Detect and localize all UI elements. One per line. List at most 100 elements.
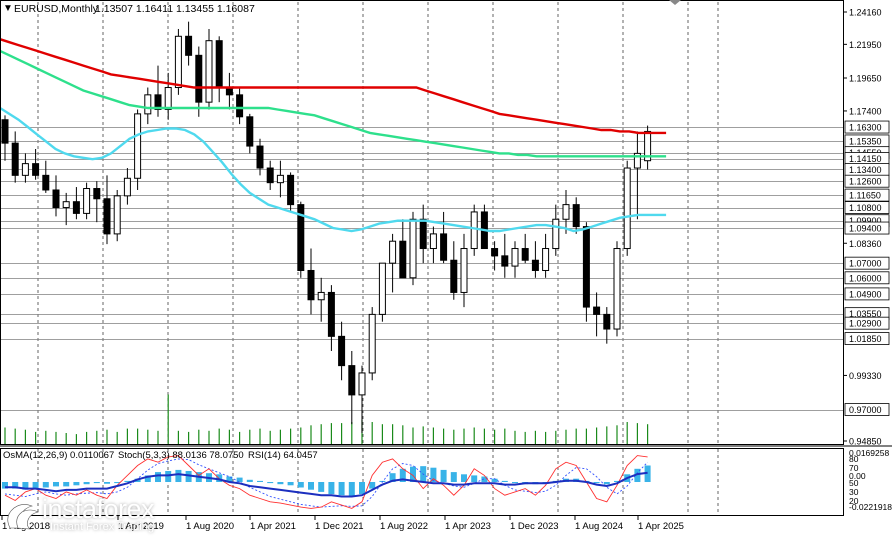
time-label: 1 Apr 2025 [638, 521, 684, 532]
ohlc-readout: 1.13507 1.16411 1.13455 1.16087 [95, 3, 255, 15]
candle-body [72, 201, 80, 214]
candle-body [542, 248, 550, 271]
price-box [844, 256, 890, 270]
rsi-header: RSI(14) 64.0457 [248, 450, 318, 461]
candle-body [246, 116, 254, 147]
osma-bar [603, 482, 610, 485]
osma-bar [338, 482, 345, 496]
brand-name: instaforex [42, 494, 155, 524]
time-label: 1 Aug 2022 [380, 521, 428, 532]
texts: ▼ EURUSD,Monthly 1.13507 1.16411 1.13455… [3, 3, 318, 461]
price-label: 1.07000 [849, 259, 882, 269]
osma-bar [593, 482, 600, 484]
candle-body [348, 365, 356, 396]
osma-bar [369, 482, 376, 489]
candle-body [429, 233, 437, 250]
candle-body [297, 204, 305, 271]
candle-body [52, 189, 60, 209]
price-label: 1.06000 [849, 273, 882, 283]
price-box [844, 287, 890, 301]
candle-body [62, 201, 70, 209]
price-label: 1.19650 [849, 74, 882, 84]
price-box [844, 332, 890, 345]
price-label: 1.01850 [849, 334, 882, 344]
candle-body [134, 113, 142, 179]
osma-bar [614, 480, 620, 482]
price-label: 1.10800 [849, 203, 882, 213]
candle-body [205, 40, 213, 103]
osma-bar [297, 482, 304, 488]
osma-bar [267, 482, 274, 484]
candle-body [419, 218, 427, 250]
candle-body [327, 291, 335, 337]
osma-bar [93, 482, 100, 484]
candle-body [399, 240, 407, 279]
osma-bar [328, 482, 335, 495]
shift-marker-icon [669, 0, 681, 5]
osma-bar [83, 482, 90, 485]
osma-bar [399, 468, 406, 482]
candle-body [358, 372, 366, 396]
ma-red-line [0, 38, 667, 135]
time-label: 1 Aug 2024 [575, 521, 623, 532]
osma-bar [440, 469, 447, 482]
candle-body [103, 198, 111, 235]
candle-body [144, 94, 152, 115]
osma-bar [257, 480, 263, 482]
price-label: 1.17400 [849, 106, 882, 116]
indicator-axis-label: 30 [849, 487, 859, 497]
indicator-axis-label: 80 [849, 454, 859, 464]
osma-bar [175, 469, 182, 482]
candle-body [266, 167, 274, 184]
candle-body [623, 167, 631, 250]
candle-body [389, 240, 397, 264]
indicator-axis-label: 0.0169258 [849, 448, 889, 458]
candle-body [440, 233, 448, 261]
osma-bar [410, 466, 416, 482]
osma-bar [512, 482, 518, 484]
stoch-main-line [4, 455, 648, 509]
candle-body [633, 152, 641, 169]
osma-bar [114, 482, 121, 484]
price-box [844, 316, 890, 330]
osma-bar [236, 477, 243, 482]
candle-body [460, 248, 468, 293]
osma-bar [73, 482, 80, 486]
candle-body [307, 269, 315, 301]
candle-body [93, 188, 101, 200]
osma-bar [287, 482, 294, 486]
candle-body [164, 87, 172, 110]
osma-bar [22, 482, 29, 490]
osma-bar [185, 471, 192, 482]
candle-body [83, 188, 91, 214]
osma-bar [32, 482, 39, 489]
price-box [844, 403, 890, 416]
price-label: 1.21950 [849, 40, 882, 50]
candle-body [256, 145, 264, 169]
price-label: 1.04900 [849, 289, 882, 299]
dropdown-triangle-icon: ▼ [3, 3, 13, 14]
candle-body [287, 174, 295, 206]
candle-body [521, 248, 529, 261]
candle-body [21, 163, 29, 176]
price-label: 1.24160 [849, 8, 882, 18]
candle-body [644, 130, 652, 162]
osma-bar [226, 476, 233, 482]
time-label: 1 Aug 2020 [186, 521, 234, 532]
osma-bar [2, 482, 8, 489]
osma-bar [124, 480, 131, 482]
osma-bar [12, 482, 19, 489]
candle-body [123, 177, 131, 197]
candle-body [582, 226, 590, 308]
candles [1, 21, 652, 433]
stoch-signal-line [4, 458, 648, 508]
indicator-pane-frame [0, 448, 844, 516]
price-label: 1.08360 [849, 239, 882, 249]
candle-body [572, 204, 580, 228]
candle-body [378, 262, 386, 315]
osma-bar [348, 482, 355, 497]
symbol-title: EURUSD,Monthly [14, 3, 99, 15]
